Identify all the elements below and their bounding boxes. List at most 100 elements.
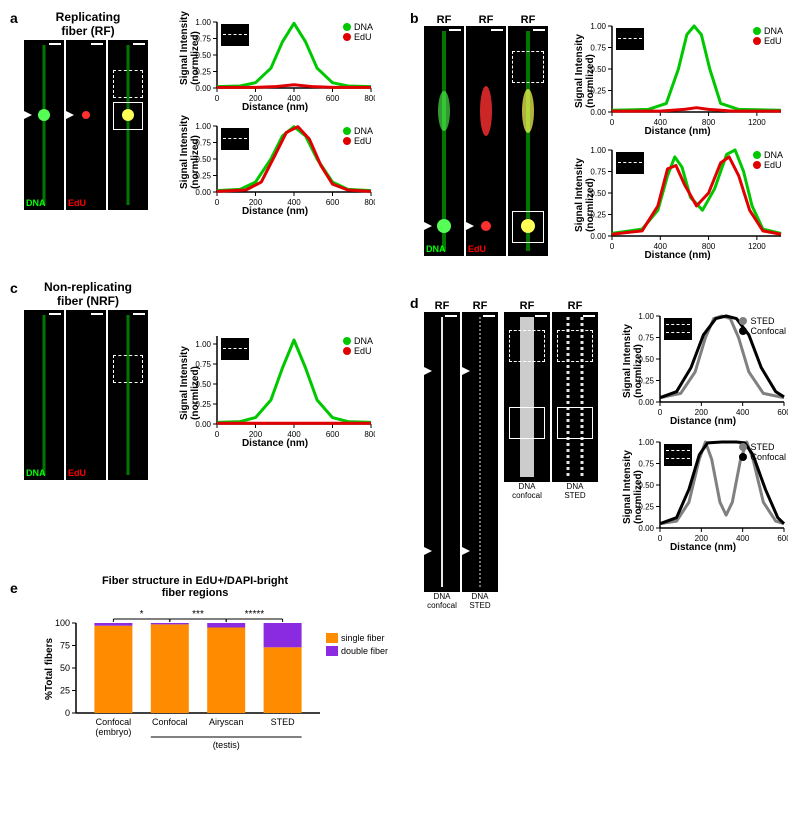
dna-label: DNA: [26, 468, 46, 478]
arrow-icon: [424, 367, 432, 375]
micro-a-dna: DNA: [24, 40, 64, 210]
legend: STEDConfocal: [739, 442, 786, 462]
svg-text:*: *: [140, 609, 144, 620]
legend: DNAEdU: [343, 126, 373, 146]
inset-thumb: [664, 444, 692, 466]
legend-item: DNA: [753, 150, 783, 160]
scalebar: [535, 315, 547, 317]
chart-b1: 040080012000.000.250.500.751.00Signal In…: [570, 20, 785, 138]
panel-d-label: d: [410, 295, 419, 311]
svg-text:***: ***: [192, 609, 204, 620]
roi-dashed: [113, 355, 143, 383]
panel-a-charts: 02004006008000.000.250.500.751.00Signal …: [175, 16, 375, 218]
panel-e-label: e: [10, 580, 18, 596]
arrow-icon: [424, 222, 432, 230]
y-axis-label: Signal Intensity (normlized): [179, 346, 201, 420]
svg-text:0.00: 0.00: [195, 420, 211, 429]
bottom-label: DNA confocal: [504, 482, 550, 500]
scalebar: [133, 313, 145, 315]
svg-text:1.00: 1.00: [590, 22, 606, 31]
svg-text:Confocal: Confocal: [96, 717, 132, 727]
chart-d2: 02004006000.000.250.500.751.00Signal Int…: [618, 436, 788, 554]
roi-dashed: [512, 51, 544, 83]
panel-d: RF DNA confocal RF DNA STED: [424, 300, 598, 610]
panel-a: Replicating fiber (RF) DNA EdU: [24, 10, 152, 210]
micro-d-sted-tall: [462, 312, 498, 592]
svg-text:1.00: 1.00: [590, 146, 606, 155]
panel-e-title: Fiber structure in EdU+/DAPI-bright fibe…: [60, 575, 330, 599]
micro-d-sted-short: [552, 312, 598, 482]
roi-solid: [557, 407, 593, 439]
micro-c-merge: [108, 310, 148, 480]
chart-b2: 040080012000.000.250.500.751.00Signal In…: [570, 144, 785, 262]
panel-b: RF RF RF DNA EdU: [424, 14, 548, 256]
scalebar: [133, 43, 145, 45]
col-label: RF: [504, 300, 550, 312]
arrow-icon: [66, 111, 74, 119]
x-axis-label: Distance (nm): [570, 250, 785, 261]
scalebar: [583, 315, 595, 317]
legend-item: Confocal: [739, 452, 786, 462]
legend-item: single fiber: [326, 633, 388, 643]
edu-label: EdU: [468, 244, 486, 254]
inset-thumb: [221, 24, 249, 46]
chart-a2: 02004006008000.000.250.500.751.00Signal …: [175, 120, 375, 218]
scalebar: [49, 43, 61, 45]
legend-item: double fiber: [326, 646, 388, 656]
svg-text:Confocal: Confocal: [152, 717, 188, 727]
inset-thumb: [664, 318, 692, 340]
inset-thumb: [221, 338, 249, 360]
micro-b-dna: DNA: [424, 26, 464, 256]
edu-label: EdU: [68, 468, 86, 478]
legend: DNAEdU: [343, 336, 373, 356]
scalebar: [449, 29, 461, 31]
micro-c-dna: DNA: [24, 310, 64, 480]
roi-solid: [512, 211, 544, 243]
svg-text:0.00: 0.00: [195, 84, 211, 93]
legend-item: EdU: [343, 346, 373, 356]
inset-thumb: [221, 128, 249, 150]
svg-text:50: 50: [60, 663, 70, 673]
svg-text:0.00: 0.00: [195, 188, 211, 197]
y-axis-label: Signal Intensity (normlized): [574, 158, 596, 232]
col-label: RF: [552, 300, 598, 312]
svg-text:Airyscan: Airyscan: [209, 717, 244, 727]
svg-text:STED: STED: [271, 717, 296, 727]
panel-e: Fiber structure in EdU+/DAPI-bright fibe…: [40, 575, 380, 793]
col-label: RF: [466, 14, 506, 26]
x-axis-label: Distance (nm): [175, 438, 375, 449]
micro-d-conf-tall: [424, 312, 460, 592]
scalebar: [91, 313, 103, 315]
panel-c-label: c: [10, 280, 18, 296]
scalebar: [445, 315, 457, 317]
legend-item: EdU: [753, 36, 783, 46]
micro-c-edu: EdU: [66, 310, 106, 480]
legend-item: Confocal: [739, 326, 786, 336]
svg-text:*****: *****: [245, 609, 265, 620]
arrow-icon: [424, 547, 432, 555]
legend-item: DNA: [343, 336, 373, 346]
svg-text:25: 25: [60, 686, 70, 696]
svg-text:0: 0: [65, 708, 70, 718]
legend: single fiber double fiber: [326, 633, 388, 659]
svg-text:100: 100: [55, 618, 70, 628]
svg-text:(embryo): (embryo): [95, 727, 131, 737]
chart-c1: 02004006008000.000.250.500.751.00Signal …: [175, 330, 375, 450]
bottom-label: DNA STED: [462, 592, 498, 610]
legend-item: DNA: [343, 22, 373, 32]
scalebar: [491, 29, 503, 31]
col-label: RF: [508, 14, 548, 26]
bottom-label: DNA confocal: [424, 592, 460, 610]
col-label: RF: [424, 14, 464, 26]
x-axis-label: Distance (nm): [618, 416, 788, 427]
svg-text:1.00: 1.00: [638, 438, 654, 447]
y-axis-label: %Total fibers: [44, 637, 55, 699]
micro-a-merge: [108, 40, 148, 210]
svg-text:(testis): (testis): [213, 740, 240, 750]
dna-label: DNA: [426, 244, 446, 254]
micro-b-merge: [508, 26, 548, 256]
edu-label: EdU: [68, 198, 86, 208]
legend: STEDConfocal: [739, 316, 786, 336]
inset-thumb: [616, 28, 644, 50]
y-axis-label: Signal Intensity (normlized): [622, 324, 644, 398]
